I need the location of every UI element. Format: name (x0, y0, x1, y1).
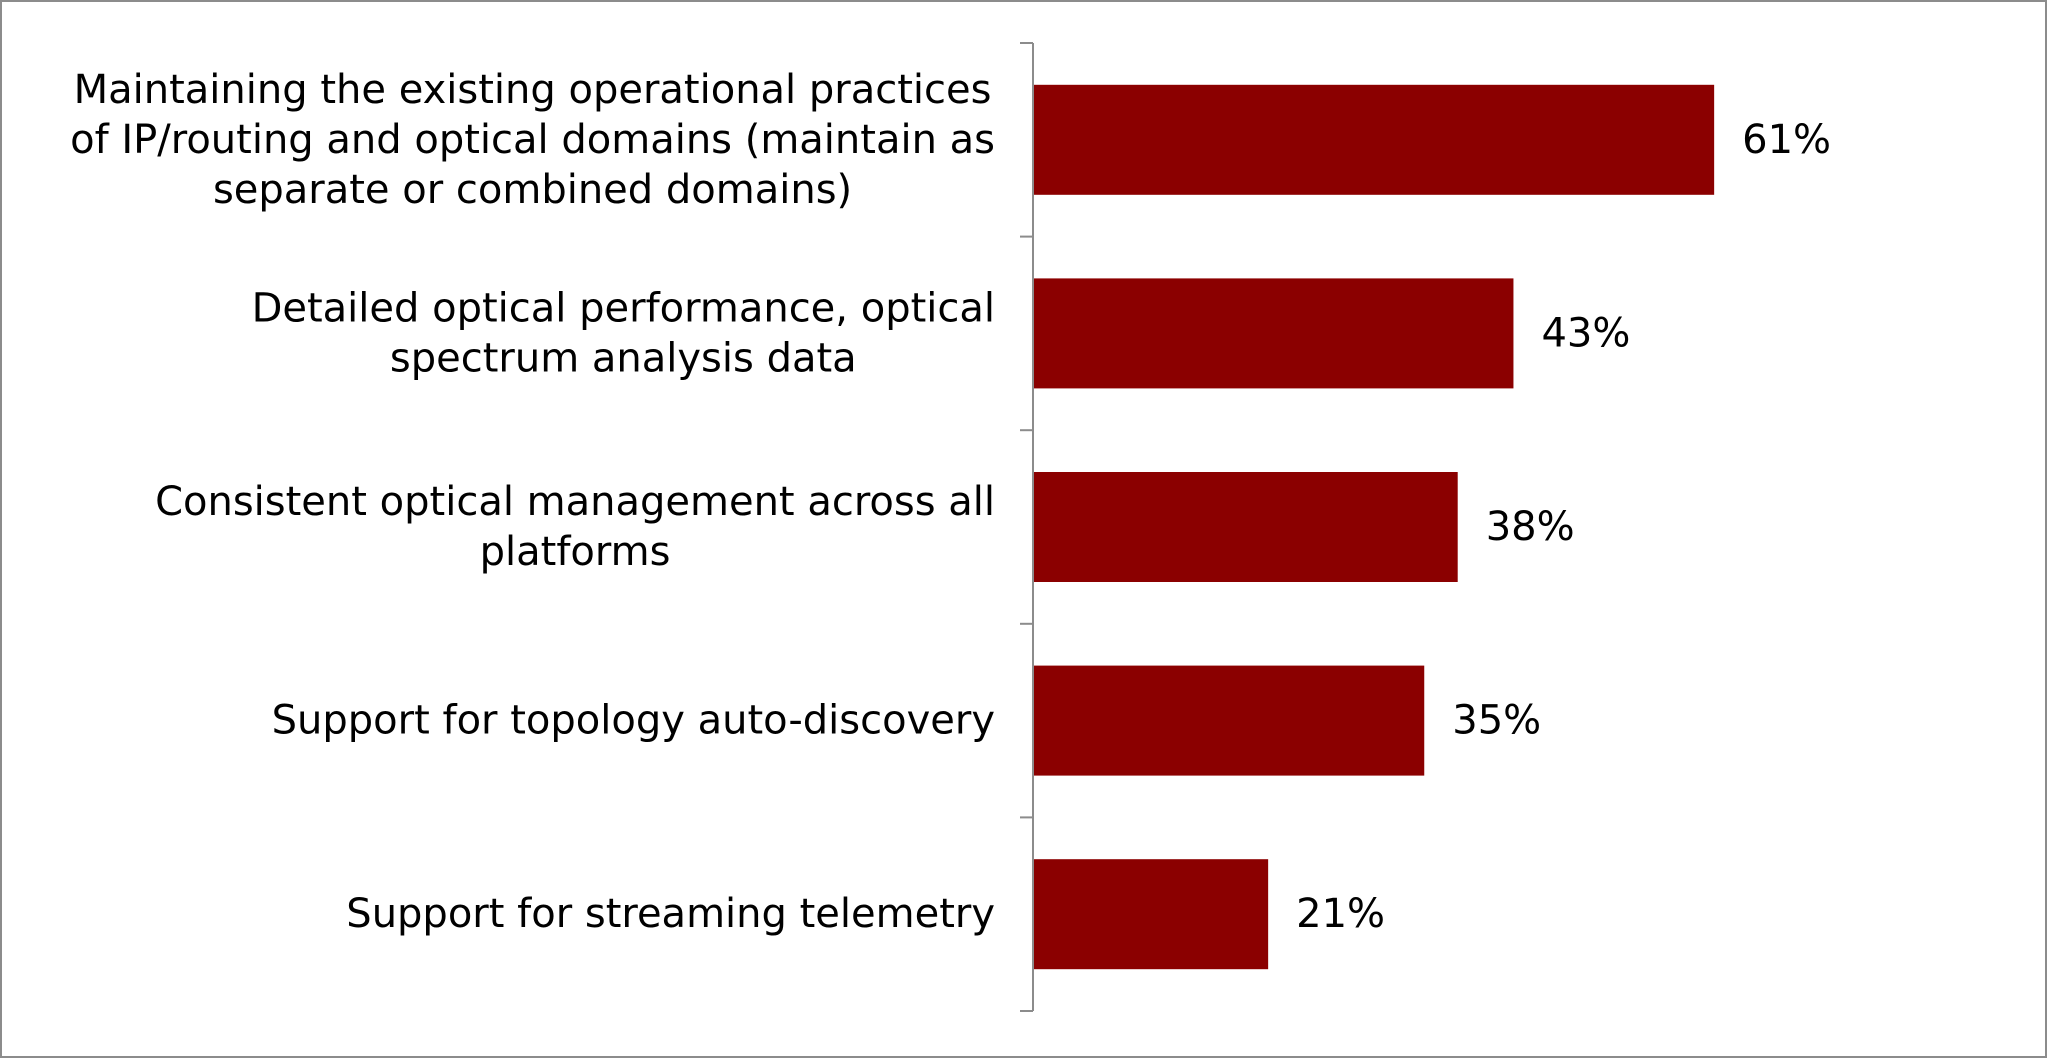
category-label: Consistent optical management across all… (155, 479, 995, 575)
bar (1034, 859, 1269, 970)
bar (1034, 665, 1425, 776)
category-label-line: Support for streaming telemetry (346, 891, 995, 937)
category-label: Detailed optical performance, opticalspe… (252, 285, 995, 381)
category-label-line: Maintaining the existing operational pra… (74, 67, 992, 113)
category-label-line: of IP/routing and optical domains (maint… (70, 117, 995, 163)
bar (1034, 84, 1715, 195)
category-label-line: spectrum analysis data (390, 335, 857, 381)
category-label: Support for topology auto-discovery (272, 698, 995, 744)
data-label: 38% (1486, 504, 1575, 550)
bar (1034, 472, 1458, 582)
data-label: 21% (1296, 891, 1385, 937)
data-label: 61% (1742, 117, 1831, 163)
data-label: 35% (1452, 698, 1541, 744)
category-label-line: separate or combined domains) (213, 167, 852, 213)
category-label-line: Consistent optical management across all (155, 479, 995, 525)
category-label-line: Support for topology auto-discovery (272, 698, 995, 744)
bar (1034, 278, 1514, 389)
category-label: Maintaining the existing operational pra… (70, 67, 995, 213)
category-label-line: platforms (480, 529, 671, 575)
category-label-line: Detailed optical performance, optical (252, 285, 995, 331)
category-label: Support for streaming telemetry (346, 891, 995, 937)
data-label: 43% (1541, 310, 1630, 356)
